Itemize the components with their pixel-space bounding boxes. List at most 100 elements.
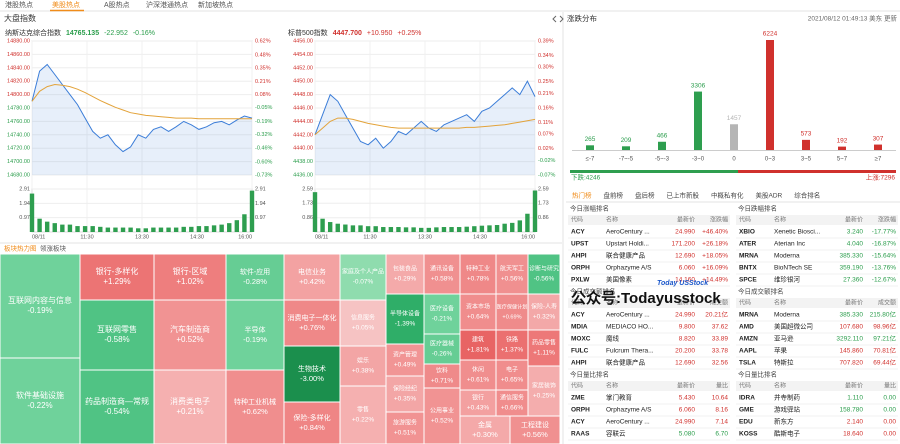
ranking-cell[interactable]: 联合健康产品 bbox=[606, 251, 645, 260]
ranking-cell[interactable]: BioNTech SE bbox=[774, 265, 813, 272]
heatmap-tab[interactable]: 领涨板块 bbox=[40, 244, 67, 253]
ranking-cell[interactable]: ATER bbox=[739, 241, 757, 248]
heatmap-cell[interactable] bbox=[225, 299, 285, 371]
ranking-cell[interactable]: MDIA bbox=[571, 324, 588, 331]
ranking-tab[interactable]: 中概私有化 bbox=[711, 191, 744, 200]
heatmap-cell[interactable] bbox=[527, 329, 561, 367]
ranking-cell[interactable]: GME bbox=[739, 407, 754, 414]
ranking-tab[interactable]: 盘前榜 bbox=[604, 191, 624, 200]
heatmap-cell[interactable] bbox=[459, 359, 497, 391]
heatmap-cell[interactable] bbox=[459, 253, 497, 295]
next-icon[interactable] bbox=[559, 15, 564, 23]
ranking-cell[interactable]: MRNA bbox=[739, 253, 759, 260]
ranking-cell[interactable]: AMZN bbox=[739, 336, 758, 343]
heatmap-cell[interactable] bbox=[459, 329, 497, 361]
heatmap-cell[interactable] bbox=[339, 385, 387, 444]
ranking-cell[interactable]: MOXC bbox=[571, 336, 591, 343]
prev-icon[interactable] bbox=[552, 15, 557, 23]
ranking-cell[interactable]: RAAS bbox=[571, 431, 590, 438]
ranking-cell[interactable]: AeroCentury ... bbox=[606, 229, 650, 236]
heatmap-cell[interactable] bbox=[495, 329, 529, 361]
heatmap-cell[interactable] bbox=[0, 253, 81, 359]
heatmap-cell[interactable] bbox=[339, 253, 387, 301]
ranking-cell[interactable]: Upstart Holdi... bbox=[606, 241, 649, 248]
heatmap-cell[interactable] bbox=[459, 389, 497, 417]
nav-tab[interactable]: 港股热点 bbox=[5, 0, 33, 9]
heatmap-cell[interactable] bbox=[385, 343, 425, 377]
heatmap-cell[interactable] bbox=[495, 389, 529, 417]
ranking-cell[interactable]: AMD bbox=[739, 324, 754, 331]
nav-tab[interactable]: 新加坡热点 bbox=[198, 0, 233, 9]
heatmap-cell[interactable] bbox=[79, 253, 155, 301]
ranking-cell[interactable]: 容联云 bbox=[606, 429, 626, 438]
heatmap-cell[interactable] bbox=[283, 401, 341, 444]
ranking-cell[interactable]: 魔线 bbox=[606, 334, 620, 343]
heatmap-cell[interactable] bbox=[527, 293, 561, 331]
nav-tab[interactable]: A股热点 bbox=[104, 0, 130, 9]
heatmap-cell[interactable] bbox=[153, 253, 227, 301]
ranking-cell[interactable]: ACY bbox=[571, 312, 585, 319]
heatmap-cell[interactable] bbox=[495, 359, 529, 391]
ranking-cell[interactable]: Orphazyme A/S bbox=[606, 265, 652, 272]
ranking-cell[interactable]: 联合健康产品 bbox=[606, 358, 645, 367]
ranking-cell[interactable]: Moderna bbox=[774, 253, 800, 260]
ranking-cell[interactable]: MRNA bbox=[739, 312, 759, 319]
heatmap-cell[interactable] bbox=[225, 253, 285, 301]
ranking-cell[interactable]: 美国像素 bbox=[606, 275, 633, 284]
heatmap-cell[interactable] bbox=[283, 253, 341, 301]
ranking-cell[interactable]: 特斯拉 bbox=[774, 358, 794, 367]
ranking-cell[interactable]: KOSS bbox=[739, 431, 758, 438]
ranking-cell[interactable]: AHPI bbox=[571, 360, 587, 367]
ranking-cell[interactable]: ORPH bbox=[571, 265, 590, 272]
ranking-tab[interactable]: 已上市新股 bbox=[667, 191, 700, 200]
ranking-cell[interactable]: ZME bbox=[571, 395, 585, 402]
heatmap-cell[interactable] bbox=[385, 375, 425, 413]
ranking-tab[interactable]: 热门榜 bbox=[572, 191, 592, 200]
ranking-tab[interactable]: 综合排名 bbox=[794, 191, 820, 200]
ranking-cell[interactable]: Fulcrum Thera... bbox=[606, 348, 654, 355]
nav-tab[interactable]: 沪深港通热点 bbox=[146, 0, 188, 9]
heatmap-tab[interactable]: 板块热力图 bbox=[4, 244, 37, 253]
ranking-cell[interactable]: AHPI bbox=[571, 253, 587, 260]
ranking-cell[interactable]: BNTX bbox=[739, 265, 757, 272]
heatmap-cell[interactable] bbox=[225, 369, 285, 444]
heatmap-cell[interactable] bbox=[153, 299, 227, 371]
heatmap-cell[interactable] bbox=[339, 345, 387, 387]
ranking-cell[interactable]: 美国超微公司 bbox=[774, 322, 813, 331]
ranking-cell[interactable]: IDRA bbox=[739, 395, 755, 402]
ranking-tab[interactable]: 美股ADR bbox=[756, 191, 783, 200]
ranking-tab[interactable]: 盘后榜 bbox=[635, 191, 655, 200]
ranking-cell[interactable]: PXLW bbox=[571, 277, 590, 284]
ranking-cell[interactable]: 新东方 bbox=[774, 417, 794, 426]
heatmap-cell[interactable] bbox=[0, 357, 81, 444]
nav-tab[interactable]: 美股热点 bbox=[52, 0, 80, 9]
ranking-cell[interactable]: 游戏驿站 bbox=[774, 405, 801, 414]
heatmap-cell[interactable] bbox=[79, 299, 155, 371]
heatmap-cell[interactable] bbox=[423, 293, 461, 335]
heatmap-cell[interactable] bbox=[339, 299, 387, 347]
ranking-cell[interactable]: ORPH bbox=[571, 407, 590, 414]
ranking-cell[interactable]: Aterian Inc bbox=[774, 241, 806, 248]
heatmap-cell[interactable] bbox=[495, 293, 529, 331]
heatmap-cell[interactable] bbox=[527, 365, 561, 417]
heatmap-cell[interactable] bbox=[527, 253, 561, 295]
heatmap-cell[interactable] bbox=[423, 387, 461, 444]
ranking-cell[interactable]: 亚马逊 bbox=[774, 334, 794, 343]
ranking-cell[interactable]: SPCE bbox=[739, 277, 757, 284]
ranking-cell[interactable]: Moderna bbox=[774, 312, 800, 319]
heatmap-cell[interactable] bbox=[385, 411, 425, 444]
ranking-cell[interactable]: ACY bbox=[571, 229, 585, 236]
ranking-cell[interactable]: XBIO bbox=[739, 229, 755, 236]
ranking-cell[interactable]: 苹果 bbox=[774, 346, 788, 355]
heatmap-cell[interactable] bbox=[423, 253, 461, 295]
ranking-cell[interactable]: ACY bbox=[571, 419, 585, 426]
ranking-cell[interactable]: UPST bbox=[571, 241, 588, 248]
ranking-cell[interactable]: Orphazyme A/S bbox=[606, 407, 652, 414]
heatmap-cell[interactable] bbox=[283, 345, 341, 403]
ranking-cell[interactable]: EDU bbox=[739, 419, 753, 426]
ranking-cell[interactable]: 井寺制药 bbox=[774, 393, 801, 402]
heatmap-cell[interactable] bbox=[459, 415, 511, 444]
ranking-cell[interactable]: AAPL bbox=[739, 348, 757, 355]
ranking-cell[interactable]: AeroCentury ... bbox=[606, 419, 650, 426]
ranking-cell[interactable]: AeroCentury ... bbox=[606, 312, 650, 319]
